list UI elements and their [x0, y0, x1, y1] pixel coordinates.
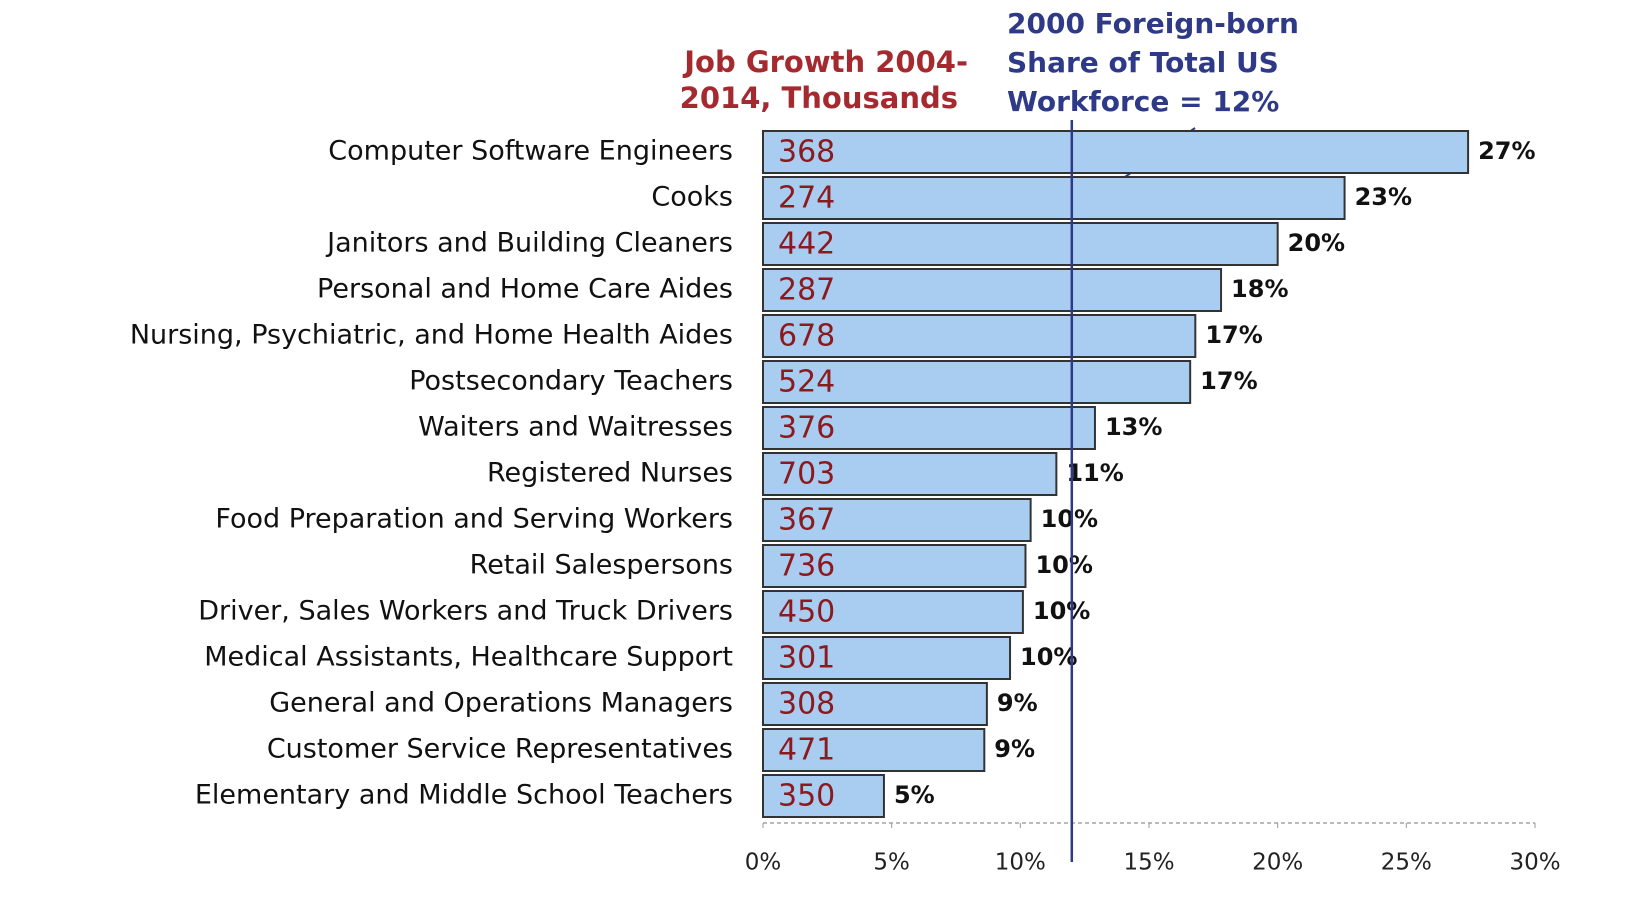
- value-label: 18%: [1231, 275, 1288, 303]
- bar: [762, 406, 1096, 450]
- job-growth-label: 368: [778, 135, 835, 170]
- category-label: Registered Nurses: [487, 458, 733, 489]
- x-tick-label: 10%: [995, 850, 1046, 876]
- job-growth-label: 287: [778, 273, 835, 308]
- job-growth-label: 442: [778, 227, 835, 262]
- job-growth-label: 471: [778, 733, 835, 768]
- bar: [762, 314, 1197, 358]
- bar: [762, 498, 1032, 542]
- x-tick-label: 5%: [873, 850, 910, 876]
- job-growth-label: 301: [778, 641, 835, 676]
- bar: [762, 360, 1192, 404]
- bar: [762, 728, 986, 772]
- title-line: Job Growth 2004-: [682, 45, 968, 79]
- category-label: Postsecondary Teachers: [409, 366, 733, 397]
- job-growth-label: 367: [778, 503, 835, 538]
- value-label: 27%: [1478, 137, 1535, 165]
- bar: [762, 590, 1024, 634]
- x-tick-label: 25%: [1381, 850, 1432, 876]
- category-label: Elementary and Middle School Teachers: [195, 780, 733, 811]
- job-growth-label: 308: [778, 687, 835, 722]
- value-label: 17%: [1205, 321, 1262, 349]
- category-label: Personal and Home Care Aides: [317, 274, 733, 305]
- value-label: 23%: [1355, 183, 1412, 211]
- x-tick-label: 15%: [1123, 850, 1174, 876]
- bar: [762, 222, 1279, 266]
- value-label: 13%: [1105, 413, 1162, 441]
- x-tick-label: 0%: [745, 850, 782, 876]
- bar: [762, 774, 885, 818]
- category-label: Nursing, Psychiatric, and Home Health Ai…: [130, 320, 733, 351]
- job-growth-label: 524: [778, 365, 835, 400]
- category-label: Computer Software Engineers: [328, 136, 733, 167]
- bar: [762, 682, 988, 726]
- reference-label: 2000 Foreign-born: [1007, 7, 1299, 40]
- reference-label: Share of Total US: [1007, 46, 1279, 79]
- job-growth-label: 678: [778, 319, 835, 354]
- value-label: 11%: [1066, 459, 1123, 487]
- job-growth-label: 703: [778, 457, 835, 492]
- bar: [762, 268, 1223, 312]
- reference-label: Workforce = 12%: [1007, 85, 1279, 118]
- category-label: Janitors and Building Cleaners: [325, 228, 733, 259]
- value-label: 20%: [1288, 229, 1345, 257]
- category-label: General and Operations Managers: [269, 688, 733, 719]
- x-tick-label: 20%: [1252, 850, 1303, 876]
- bar: [762, 544, 1027, 588]
- category-label: Customer Service Representatives: [267, 734, 733, 765]
- category-label: Driver, Sales Workers and Truck Drivers: [198, 596, 733, 627]
- bar: [762, 636, 1012, 680]
- x-tick-label: 30%: [1509, 850, 1560, 876]
- bar: [762, 176, 1346, 220]
- bar: [762, 452, 1058, 496]
- category-label: Waiters and Waitresses: [418, 412, 733, 443]
- job-growth-label: 350: [778, 779, 835, 814]
- value-label: 10%: [1020, 643, 1077, 671]
- title-line: 2014, Thousands: [680, 81, 958, 115]
- bar: [762, 130, 1470, 174]
- job-growth-label: 376: [778, 411, 835, 446]
- job-growth-label: 736: [778, 549, 835, 584]
- value-label: 10%: [1041, 505, 1098, 533]
- value-label: 5%: [894, 781, 935, 809]
- value-label: 10%: [1035, 551, 1092, 579]
- category-label: Medical Assistants, Healthcare Support: [204, 642, 733, 673]
- value-label: 9%: [997, 689, 1038, 717]
- category-label: Retail Salespersons: [470, 550, 733, 581]
- job-growth-label: 450: [778, 595, 835, 630]
- value-label: 10%: [1033, 597, 1090, 625]
- job-growth-label: 274: [778, 181, 835, 216]
- value-label: 17%: [1200, 367, 1257, 395]
- category-label: Cooks: [651, 182, 733, 213]
- value-label: 9%: [994, 735, 1035, 763]
- category-label: Food Preparation and Serving Workers: [215, 504, 733, 535]
